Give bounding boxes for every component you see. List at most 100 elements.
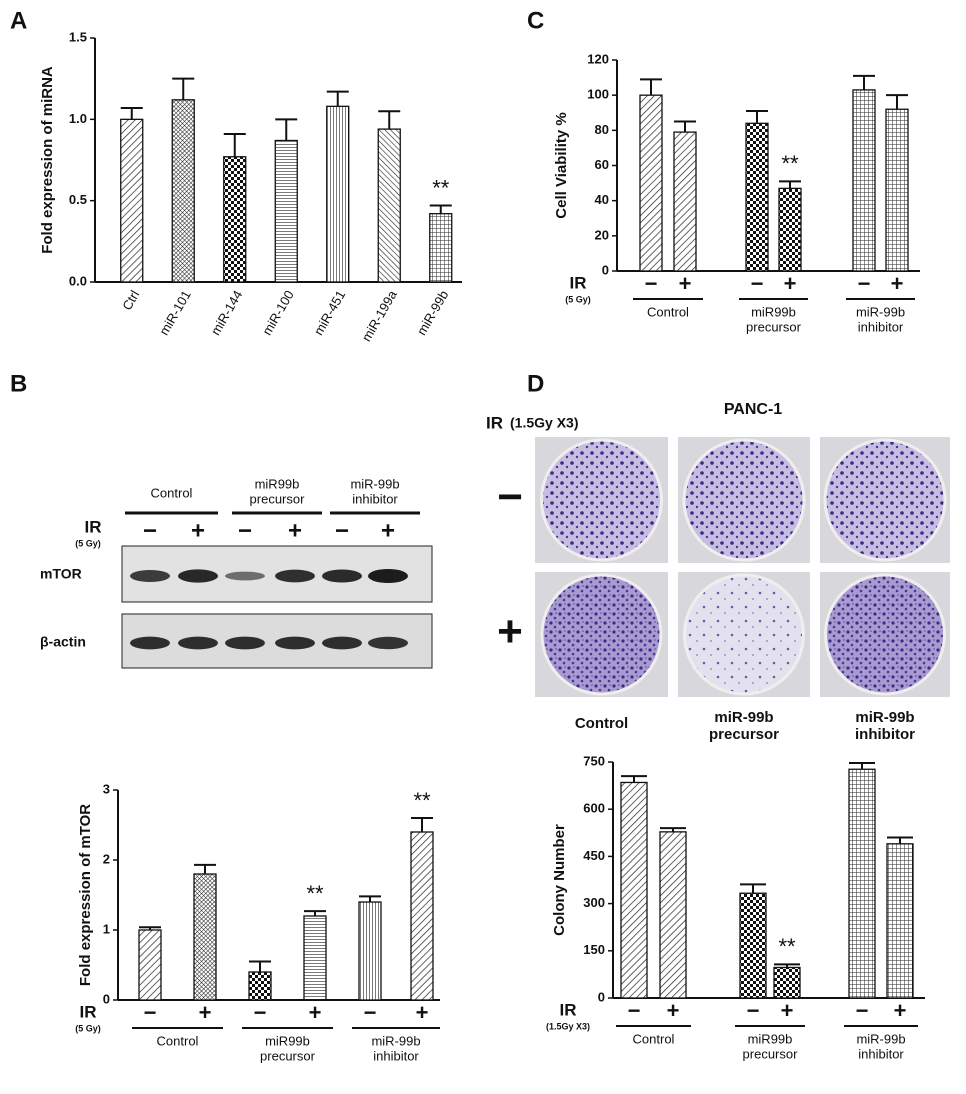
x-tick-label: + — [781, 998, 794, 1023]
x-tick-label: − — [747, 998, 760, 1023]
plate-column-label: Control — [575, 715, 628, 732]
error-bar — [194, 863, 216, 874]
y-axis-label: Fold expression of miRNA — [39, 66, 56, 254]
error-bar — [223, 132, 246, 157]
y-tick-label: 0.0 — [69, 273, 87, 288]
y-tick-label: 60 — [595, 157, 609, 172]
group-label: inhibitor — [858, 1046, 904, 1061]
blot-group-label: Control — [151, 485, 193, 500]
group-label: miR99b — [751, 304, 796, 319]
plate-column-label: miR-99b — [714, 709, 773, 726]
x-tick-label: − — [144, 1000, 157, 1025]
bar — [773, 966, 801, 999]
bar — [848, 768, 876, 999]
colony-plates: PANC-1IR (1.5Gy X3)−+Control miR-99bprecur… — [486, 401, 950, 743]
significance: ** — [781, 151, 799, 176]
plates-title: PANC-1 — [724, 401, 782, 418]
lane-sign: − — [143, 517, 157, 544]
row-sign: + — [497, 607, 523, 656]
error-bar — [304, 910, 326, 916]
error-bar — [359, 895, 381, 902]
x-tick-label: miR-144 — [208, 288, 246, 338]
bar — [358, 901, 382, 1001]
bar — [639, 94, 663, 272]
plate — [540, 438, 663, 562]
bar — [673, 131, 697, 272]
blot-group-label: inhibitor — [352, 491, 398, 506]
x-tick-label: + — [891, 271, 904, 296]
x-tick-label: + — [309, 1000, 322, 1025]
y-axis-label: Colony Number — [551, 824, 568, 936]
blot-band — [368, 569, 408, 583]
lane-sign: + — [381, 517, 395, 544]
bar — [852, 89, 876, 272]
significance: ** — [413, 788, 431, 813]
error-bar — [411, 817, 433, 832]
blot-group-label: miR-99b — [350, 476, 399, 491]
y-tick-label: 600 — [583, 801, 605, 816]
error-bar — [621, 775, 647, 783]
ir-note: (1.5Gy X3) — [546, 1021, 590, 1031]
ir-note: (5 Gy) — [75, 538, 101, 548]
blot-band — [275, 569, 315, 583]
x-tick-label: + — [894, 998, 907, 1023]
x-tick-label: miR-451 — [311, 288, 349, 338]
bar — [303, 915, 327, 1001]
lane-sign: + — [191, 517, 205, 544]
panel-letter: C — [527, 7, 544, 34]
error-bar — [746, 109, 768, 124]
y-tick-label: 750 — [583, 753, 605, 768]
error-bar — [275, 118, 298, 141]
bar — [120, 118, 144, 283]
x-tick-label: + — [199, 1000, 212, 1025]
ir-label: IR — [560, 1000, 577, 1019]
y-tick-label: 150 — [583, 942, 605, 957]
x-tick-label: + — [784, 271, 797, 296]
ir-label: IR — [570, 273, 587, 292]
error-bar — [674, 120, 696, 133]
lane-sign: + — [288, 517, 302, 544]
y-tick-label: 3 — [103, 781, 110, 796]
bar — [410, 831, 434, 1001]
error-bar — [660, 827, 686, 832]
error-bar — [640, 78, 662, 96]
bar — [248, 971, 272, 1001]
plate — [824, 573, 946, 696]
bar — [274, 139, 298, 283]
bar — [429, 213, 453, 283]
significance: ** — [306, 881, 324, 906]
error-bar — [853, 74, 875, 90]
x-tick-label: + — [667, 998, 680, 1023]
y-tick-label: 0 — [598, 989, 605, 1004]
group-label: Control — [633, 1031, 675, 1046]
y-axis-label: Cell Viability % — [553, 112, 570, 218]
bar — [138, 929, 162, 1001]
group-label: inhibitor — [858, 319, 904, 334]
x-tick-label: miR-100 — [259, 288, 297, 338]
x-tick-label: − — [364, 1000, 377, 1025]
ir-note: (1.5Gy X3) — [510, 415, 578, 431]
blot-row-label: β-actin — [40, 634, 86, 650]
blot-group-label: precursor — [250, 491, 306, 506]
bar — [886, 843, 914, 999]
group-label: miR-99b — [371, 1033, 420, 1048]
group-label: precursor — [260, 1048, 316, 1063]
bar — [778, 187, 802, 272]
significance: ** — [778, 934, 796, 959]
bar — [193, 873, 217, 1001]
group-label: Control — [647, 304, 689, 319]
plate-column-label: miR-99b — [855, 709, 914, 726]
bar — [745, 122, 769, 272]
error-bar — [849, 761, 875, 770]
error-bar — [779, 180, 801, 189]
bar — [739, 892, 767, 999]
group-label: miR99b — [265, 1033, 310, 1048]
blot-row-label: mTOR — [40, 566, 82, 582]
y-tick-label: 1 — [103, 921, 110, 936]
group-label: Control — [157, 1033, 199, 1048]
bar — [223, 156, 247, 283]
y-tick-label: 300 — [583, 895, 605, 910]
lane-sign: − — [335, 517, 349, 544]
